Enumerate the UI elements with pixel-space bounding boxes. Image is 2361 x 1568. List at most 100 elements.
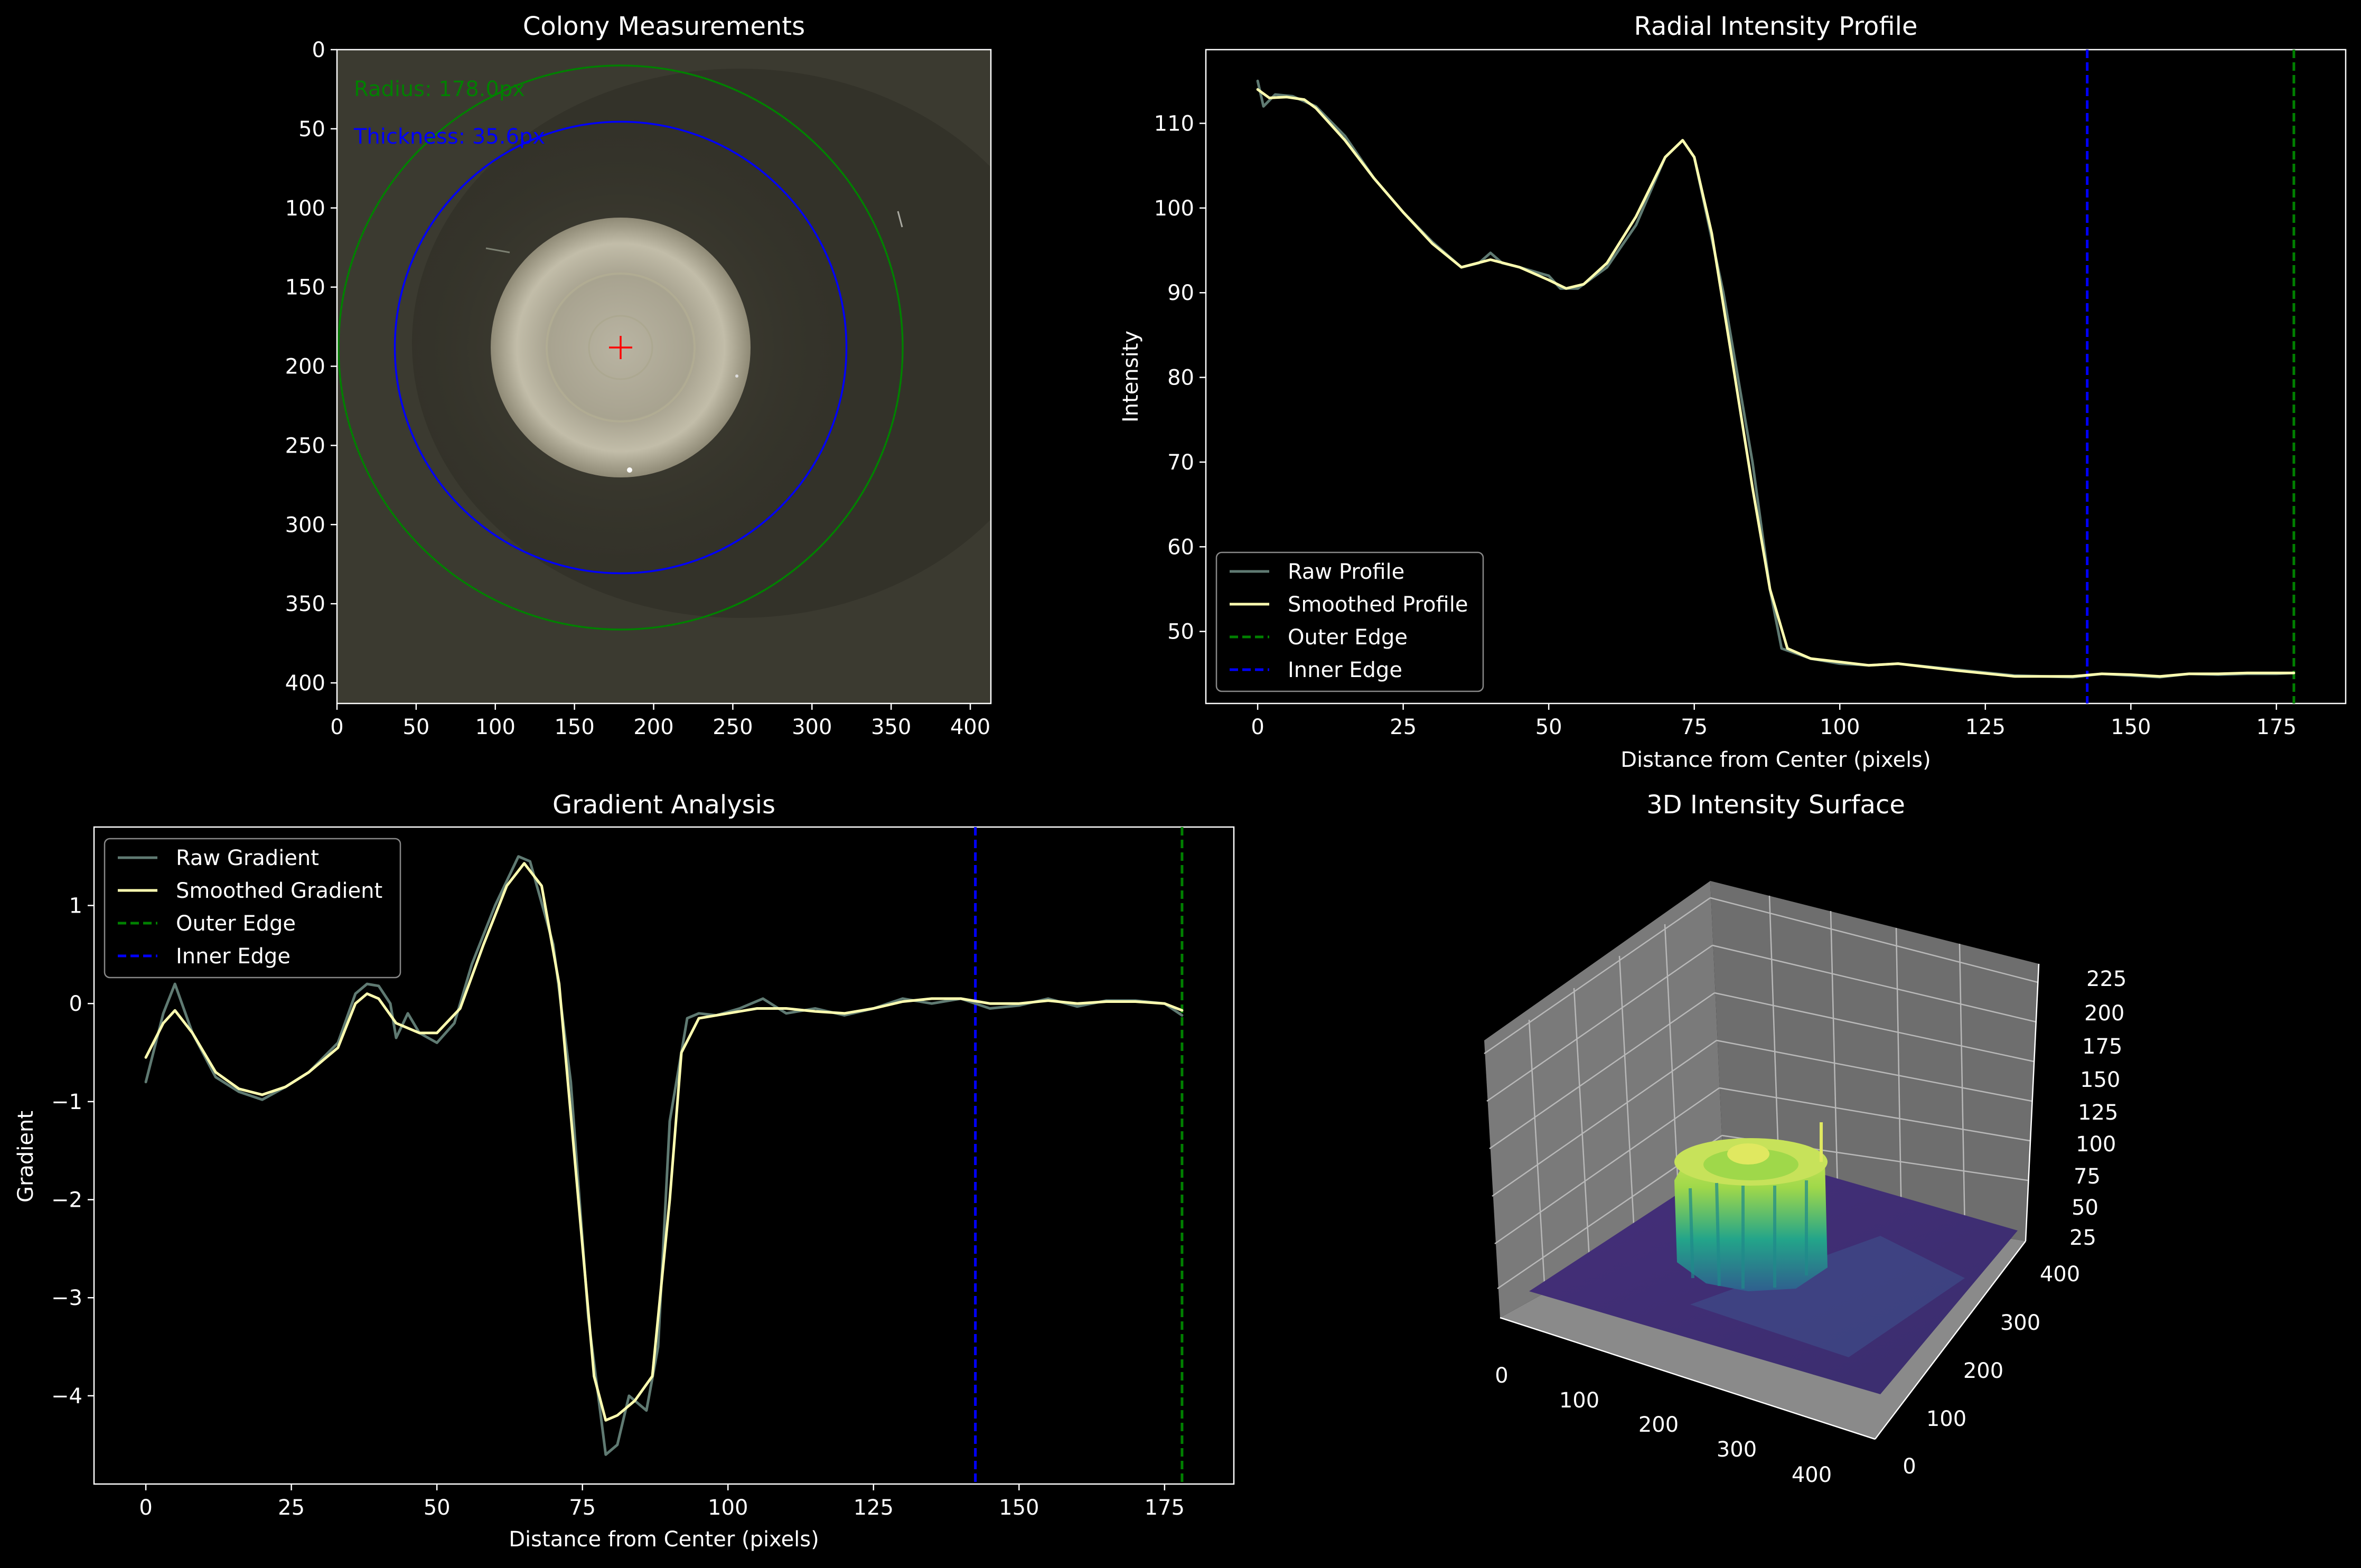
y-axis-ticks: 0 100 200 300 400	[1903, 1262, 2080, 1479]
x-axis-ticks: 0 25 50 75 100 125 150 175	[139, 1484, 1185, 1520]
x-tick-label: 200	[633, 715, 673, 739]
gradient-panel: Gradient Analysis Distance from Center (…	[14, 790, 1235, 1552]
tick-label: 200	[2084, 1001, 2124, 1026]
x-tick-label: 400	[950, 715, 990, 739]
y-tick-label: 250	[285, 434, 325, 458]
raw-series-line	[144, 855, 1184, 1456]
x-tick-label: 50	[402, 715, 429, 739]
tick-label: 200	[1638, 1413, 1679, 1437]
x-tick-label: 25	[1390, 715, 1417, 739]
y-tick-label: 400	[285, 671, 325, 696]
smoothed-series-line	[144, 862, 1184, 1422]
y-tick-label: 90	[1167, 281, 1194, 305]
x-tick-label: 0	[1251, 715, 1264, 739]
x-tick-label: 350	[871, 715, 911, 739]
y-tick-label: −4	[51, 1384, 82, 1409]
legend-label: Raw Profile	[1288, 560, 1404, 584]
surface-panel: 3D Intensity Surface	[1484, 790, 2126, 1487]
x-tick-label: 150	[999, 1496, 1039, 1520]
x-tick-label: 250	[713, 715, 753, 739]
x-tick-label: 25	[278, 1496, 305, 1520]
center-marker	[609, 336, 632, 359]
y-axis-ticks: 0 50 100 150 200 250 300 350 400	[285, 38, 337, 696]
legend: Raw Profile Smoothed Profile Outer Edge …	[1215, 551, 1484, 692]
y-tick-label: −1	[51, 1090, 82, 1114]
legend-label: Smoothed Profile	[1288, 593, 1468, 617]
x-axis-label: Distance from Center (pixels)	[509, 1527, 819, 1552]
smoothed-series-line	[1256, 88, 2296, 678]
y-tick-label: 60	[1167, 535, 1194, 559]
y-tick-label: 300	[285, 513, 325, 537]
y-tick-label: 0	[69, 992, 82, 1016]
radius-annotation: Radius: 178.0px	[354, 77, 525, 101]
tick-label: 400	[1792, 1463, 1832, 1487]
tick-label: 150	[2080, 1068, 2120, 1092]
radial-profile-panel: Radial Intensity Profile Distance from C…	[1119, 12, 2347, 772]
z-axis-ticks: 25 50 75 100 125 150 175 200 225	[2069, 967, 2126, 1250]
y-tick-label: 50	[298, 117, 325, 142]
chart-title: 3D Intensity Surface	[1646, 790, 1905, 820]
tick-label: 225	[2086, 967, 2126, 991]
tick-label: 300	[1717, 1438, 1757, 1462]
x-tick-label: 125	[854, 1496, 894, 1520]
y-tick-label: −2	[51, 1188, 82, 1213]
y-tick-label: 200	[285, 355, 325, 379]
surface-floor-shade	[1690, 1236, 1965, 1357]
y-tick-label: 0	[312, 38, 325, 62]
legend: Raw Gradient Smoothed Gradient Outer Edg…	[104, 838, 401, 979]
y-axis-ticks: 50 60 70 80 90 100 110	[1154, 112, 1206, 644]
axis-edges	[1500, 963, 2040, 1440]
tick-label: 300	[2000, 1311, 2040, 1335]
axes-frame	[336, 49, 992, 705]
chart-title: Colony Measurements	[523, 12, 805, 41]
y-axis-label: Gradient	[14, 1111, 38, 1203]
axes-frame	[1205, 49, 2347, 705]
tick-label: 175	[2082, 1035, 2122, 1059]
y-axis-label: Intensity	[1119, 331, 1143, 422]
y-tick-label: 150	[285, 276, 325, 300]
x-tick-label: 300	[792, 715, 832, 739]
y-tick-label: 100	[1154, 196, 1194, 221]
legend-label: Inner Edge	[1288, 658, 1402, 682]
y-tick-label: 100	[285, 196, 325, 221]
tick-label: 0	[1495, 1364, 1508, 1388]
legend-label: Raw Gradient	[176, 846, 319, 870]
y-tick-label: 70	[1167, 450, 1194, 475]
tick-label: 100	[1926, 1407, 1966, 1431]
tick-label: 50	[2072, 1196, 2098, 1220]
x-axis-label: Distance from Center (pixels)	[1620, 748, 1931, 772]
x-tick-label: 175	[2256, 715, 2297, 739]
tick-label: 0	[1903, 1454, 1916, 1479]
surface-peak	[1674, 1122, 1828, 1291]
thickness-annotation: Thickness: 35.6px	[353, 125, 545, 149]
x-tick-label: 0	[139, 1496, 152, 1520]
x-tick-label: 50	[424, 1496, 451, 1520]
axes-frame	[93, 826, 1235, 1485]
y-tick-label: 1	[69, 894, 82, 918]
tick-label: 75	[2074, 1165, 2101, 1189]
legend-label: Inner Edge	[176, 944, 291, 969]
chart-title: Radial Intensity Profile	[1634, 12, 1918, 41]
x-tick-label: 0	[330, 715, 343, 739]
colony-measurements-panel: Radius: 178.0px Thickness: 35.6px Colony…	[285, 12, 992, 739]
legend-label: Outer Edge	[176, 912, 296, 936]
x-axis-ticks: 0 50 100 150 200 250 300 350 400	[330, 703, 990, 739]
legend-label: Smoothed Gradient	[176, 879, 382, 903]
tick-label: 100	[1559, 1388, 1599, 1413]
y-tick-label: −3	[51, 1286, 82, 1310]
x-tick-label: 75	[569, 1496, 596, 1520]
x-tick-label: 50	[1535, 715, 1562, 739]
tick-label: 200	[1963, 1359, 2003, 1383]
y-tick-label: 80	[1167, 366, 1194, 390]
plot-area	[144, 827, 1184, 1484]
x-tick-label: 100	[475, 715, 516, 739]
outer-edge-circle	[338, 64, 904, 631]
y-tick-label: 350	[285, 592, 325, 616]
legend-label: Outer Edge	[1288, 625, 1408, 650]
inner-edge-circle	[394, 120, 848, 575]
x-tick-label: 150	[554, 715, 594, 739]
y-tick-label: 50	[1167, 620, 1194, 644]
x-tick-label: 75	[1681, 715, 1708, 739]
x-axis-ticks: 0 100 200 300 400	[1495, 1364, 1832, 1487]
